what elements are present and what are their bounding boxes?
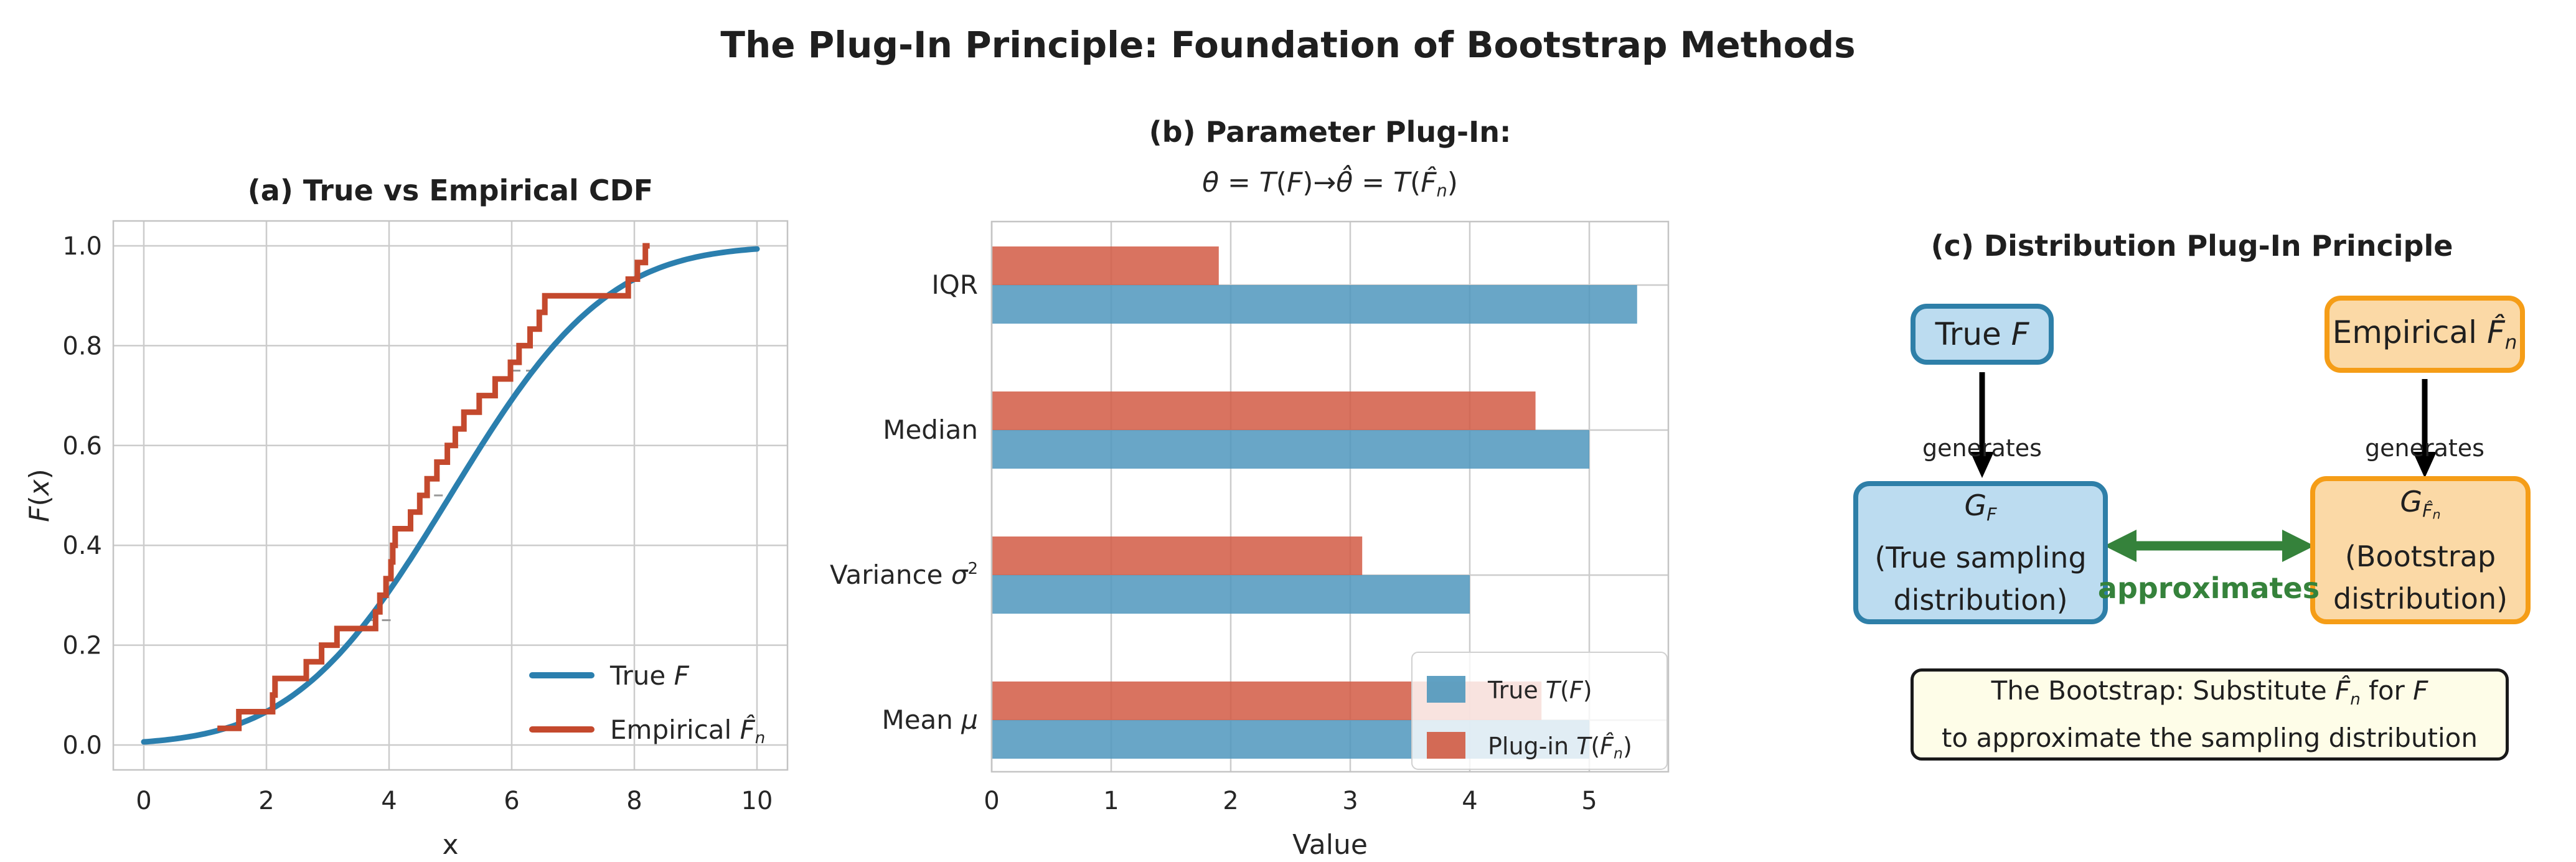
y-tick-label: 0.8: [62, 332, 102, 360]
arrowhead-right-icon: [2282, 530, 2315, 562]
note-line2: to approximate the sampling distribution: [1942, 722, 2478, 753]
y-tick-label: 0.0: [62, 731, 102, 760]
x-tick-label: 8: [626, 787, 642, 815]
legend-label: True T(F): [1487, 677, 1592, 704]
y-tick-label: 0.6: [62, 432, 102, 461]
legend-label: True F: [609, 660, 690, 691]
panel-b-bar-chart: IQR Median Variance σ2 Mean μ 0 1 2 3 4 5 Value (b)…: [830, 115, 1670, 861]
axes-frame: [990, 220, 1670, 773]
panel-c-arrows: [1970, 372, 2437, 562]
generates-label-left: generates: [1922, 434, 2042, 462]
bar-true: [992, 575, 1470, 614]
true-cdf-curve: [141, 246, 760, 745]
x-tick-label: 5: [1581, 787, 1597, 815]
true-f-box: True F: [1911, 304, 2054, 365]
gf-line3: distribution): [1893, 583, 2068, 617]
gfn-symbol: GF̂n: [2400, 484, 2441, 522]
panel-a-title: (a) True vs Empirical CDF: [248, 174, 653, 207]
true-f-label: True F: [1935, 316, 2029, 352]
y-axis-label: F(x): [24, 469, 55, 522]
y-tick-label: 0.4: [62, 532, 102, 560]
panel-b-subtitle: θ = T(F)→θ̂ = T(F̂n): [1202, 164, 1458, 200]
x-tick-label: 3: [1342, 787, 1358, 815]
legend-patch: [1427, 732, 1465, 759]
category-label: Mean μ: [881, 705, 978, 735]
arrowhead-down-icon: [2413, 452, 2437, 478]
arrowhead-left-icon: [2104, 530, 2136, 562]
x-tick-label: 4: [381, 787, 397, 815]
ecdf-curve: [217, 243, 650, 731]
x-tick-label: 10: [741, 787, 773, 815]
x-tick-label: 4: [1462, 787, 1477, 815]
legend-label: Plug-in T(F̂n): [1488, 733, 1632, 762]
legend-label: Empirical F̂n: [610, 714, 765, 747]
note-line1: The Bootstrap: Substitute F̂n for F: [1991, 675, 2428, 709]
approximates-label: approximates: [2097, 571, 2320, 605]
x-tick-label: 6: [504, 787, 519, 815]
bootstrap-note-box: The Bootstrap: Substitute F̂n for F to a…: [1911, 668, 2509, 761]
gfn-line3: distribution): [2333, 582, 2508, 616]
legend-patch: [1427, 676, 1465, 703]
empirical-fn-box: Empirical F̂n: [2325, 296, 2525, 373]
category-label: Median: [883, 415, 978, 445]
x-tick-label: 1: [1103, 787, 1119, 815]
figure-title: The Plug-In Principle: Foundation of Boo…: [720, 24, 1856, 66]
panel-c-title: (c) Distribution Plug-In Principle: [1930, 229, 2453, 263]
y-tick-label: 1.0: [62, 232, 102, 261]
panel-a-cdf-chart: 0 2 4 6 8 10 0.0 0.2 0.4 0.6 0.8 1.0 x F(x) (a) True v…: [24, 174, 789, 861]
axes-frame: [112, 220, 789, 771]
gf-line2: (True sampling: [1874, 540, 2087, 574]
x-tick-label: 2: [258, 787, 274, 815]
gf-symbol: GF: [1964, 489, 1997, 525]
gf-box: GF (True sampling distribution): [1853, 481, 2108, 624]
gfn-line2: (Bootstrap: [2344, 540, 2496, 574]
panel-b-title: (b) Parameter Plug-In:: [1149, 115, 1511, 149]
generates-label-right: generates: [2365, 434, 2484, 462]
x-tick-label: 0: [136, 787, 151, 815]
gfn-box: GF̂n (Bootstrap distribution): [2310, 476, 2531, 624]
legend-frame: [1411, 652, 1668, 770]
bar-true: [992, 430, 1589, 469]
category-label: IQR: [931, 269, 978, 300]
bar-true: [992, 285, 1637, 324]
bar-plugin: [992, 391, 1536, 430]
bar-plugin: [992, 536, 1363, 575]
x-tick-label: 0: [984, 787, 999, 815]
x-tick-label: 2: [1223, 787, 1238, 815]
x-axis-label: Value: [1292, 829, 1368, 861]
category-label: Variance σ2: [830, 560, 978, 590]
x-axis-label: x: [442, 829, 458, 861]
y-tick-label: 0.2: [62, 632, 102, 660]
bar-plugin: [992, 246, 1219, 285]
empirical-fn-label: Empirical F̂n: [2332, 314, 2517, 354]
arrowhead-down-icon: [1970, 452, 1994, 478]
